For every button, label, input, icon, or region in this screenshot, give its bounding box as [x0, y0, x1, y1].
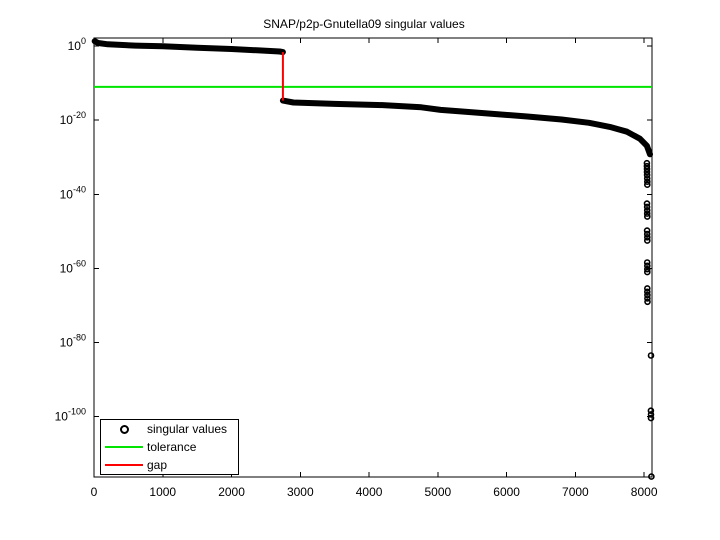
singular-values-curve [91, 38, 286, 56]
singular-value-point [643, 200, 651, 207]
y-tick-label: 10-100 [55, 407, 86, 424]
y-tick-label: 10-60 [60, 258, 86, 275]
tolerance-line-icon [105, 446, 143, 448]
singular-value-point [647, 411, 655, 418]
singular-value-point [643, 175, 651, 182]
singular-value-point [643, 162, 651, 170]
singular-value-point [644, 295, 651, 302]
y-axis-ticks: 100 10-20 10-40 10-60 10-80 10-100 [55, 36, 652, 424]
legend-sample [101, 424, 147, 434]
singular-value-point [643, 213, 651, 220]
singular-value-point [647, 352, 655, 359]
legend-sample [101, 446, 147, 448]
x-tick-label: 1000 [149, 485, 176, 499]
axes-box [93, 37, 653, 478]
gap-line-icon [105, 464, 143, 466]
legend-item-tolerance: tolerance [101, 439, 238, 456]
singular-value-point [643, 159, 651, 167]
singular-value-point [644, 291, 651, 299]
singular-value-point [643, 237, 651, 244]
legend-label-tolerance: tolerance [147, 440, 197, 454]
singular-value-point [643, 259, 651, 266]
x-tick-label: 8000 [631, 485, 658, 499]
singular-value-point [643, 227, 651, 234]
singular-value-point [643, 230, 651, 238]
singular-value-point [643, 168, 651, 176]
singular-value-point [643, 262, 651, 270]
y-tick-label: 100 [68, 36, 86, 53]
legend-item-singular-values: singular values [101, 421, 238, 438]
singular-value-point [643, 285, 651, 292]
x-tick-label: 6000 [493, 485, 520, 499]
chart-title: SNAP/p2p-Gnutella09 singular values [263, 17, 464, 31]
singular-value-point [643, 178, 651, 185]
x-tick-label: 7000 [562, 485, 589, 499]
axes-frame [93, 37, 653, 478]
legend-label-singular-values: singular values [147, 422, 228, 436]
circle-marker-icon [119, 424, 129, 434]
singular-value-point [643, 181, 651, 188]
legend: singular values tolerance gap [100, 419, 239, 475]
singular-values-curve [279, 97, 653, 158]
y-tick-label: 10-20 [60, 110, 86, 127]
legend-sample [101, 464, 147, 466]
y-tick-label: 10-80 [60, 333, 86, 350]
singular-value-point [643, 165, 651, 173]
singular-value-point [647, 414, 655, 422]
x-tick-label: 0 [91, 485, 98, 499]
singular-value-point [643, 265, 651, 273]
legend-label-gap: gap [147, 458, 168, 472]
singular-value-point [648, 473, 655, 480]
tail-points-group [643, 159, 655, 480]
x-tick-label: 4000 [356, 485, 383, 499]
singular-value-point [643, 288, 651, 296]
legend-item-gap: gap [101, 457, 238, 474]
singular-value-point [647, 407, 655, 415]
singular-value-point [643, 268, 651, 276]
x-tick-label: 2000 [218, 485, 245, 499]
x-tick-label: 5000 [424, 485, 451, 499]
singular-value-point [643, 210, 651, 217]
x-axis-ticks: 0 1000 2000 3000 4000 5000 6000 7000 8000 [91, 38, 658, 499]
singular-value-point [644, 298, 651, 306]
singular-value-point [643, 171, 651, 179]
x-tick-label: 3000 [287, 485, 314, 499]
y-tick-label: 10-40 [60, 184, 86, 201]
singular-value-point [643, 207, 651, 214]
singular-values-series [91, 38, 653, 158]
singular-value-point [643, 234, 651, 241]
singular-value-point [643, 203, 651, 211]
